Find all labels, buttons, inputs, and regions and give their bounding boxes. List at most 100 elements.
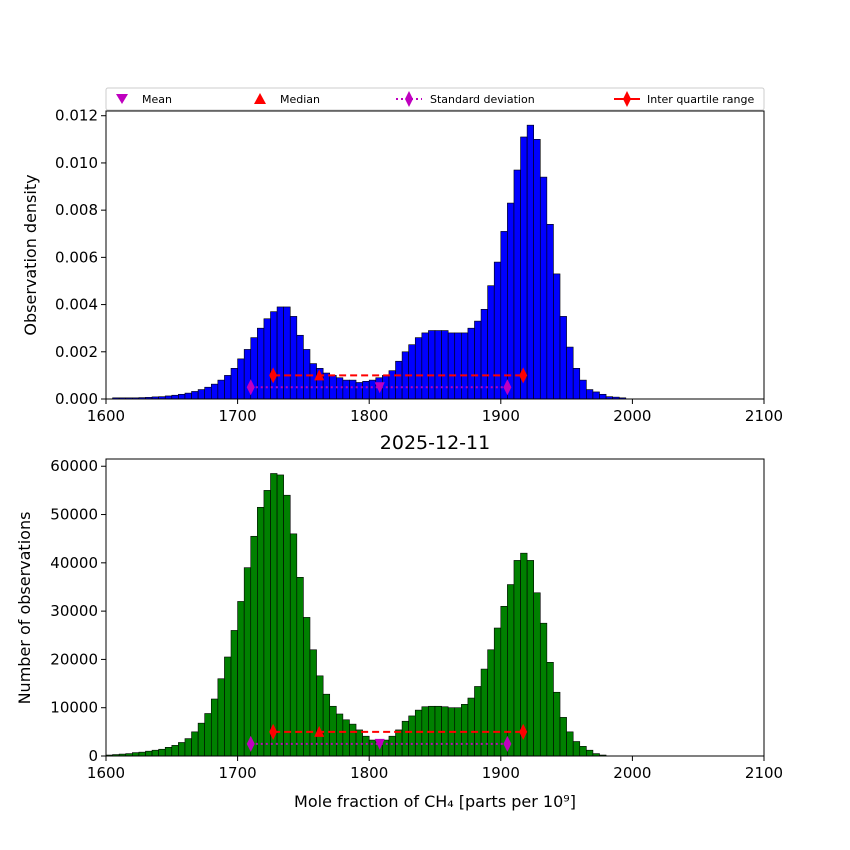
- bottom-y-tick-label: 10000: [50, 699, 98, 717]
- bottom-histogram-bar: [276, 474, 284, 757]
- bottom-histogram-bar: [342, 719, 350, 757]
- bottom-histogram-bar: [178, 742, 186, 757]
- top-histogram-bar: [303, 349, 311, 400]
- top-histogram-bar: [487, 285, 495, 400]
- bottom-histogram-bar: [388, 735, 396, 757]
- top-histogram-bar: [434, 330, 442, 400]
- top-x-tick-label: 2100: [745, 407, 783, 425]
- bottom-histogram-bar: [250, 535, 258, 757]
- legend-median-marker: [254, 93, 266, 104]
- bottom-histogram-bar: [132, 752, 140, 757]
- legend-mean-marker: [116, 94, 128, 104]
- top-histogram-bar: [533, 139, 541, 400]
- top-histogram-bar: [553, 273, 561, 400]
- bottom-y-tick-label: 60000: [50, 457, 98, 475]
- top-y-axis-title: Observation density: [21, 174, 40, 335]
- bottom-histogram-bar: [526, 560, 534, 757]
- bottom-mean-marker: [374, 738, 385, 750]
- top-histogram-bar: [441, 330, 449, 400]
- top-histogram-bar: [184, 392, 192, 400]
- legend-entry-iqr: Inter quartile range: [614, 91, 754, 107]
- top-histogram-bar: [572, 368, 581, 400]
- bottom-std-endpoint-marker: [503, 735, 512, 752]
- top-histogram-bar: [539, 176, 548, 400]
- bottom-iqr-endpoint-marker: [519, 723, 528, 740]
- top-histogram-bar: [224, 375, 232, 400]
- top-histogram-bar: [480, 308, 488, 400]
- top-histogram-bar: [507, 202, 515, 400]
- bottom-histogram-bar: [263, 490, 271, 757]
- top-histogram-bar: [421, 332, 429, 400]
- bottom-histogram-bar: [368, 739, 377, 757]
- top-y-axis: 0.000 0.002 0.004 0.006 0.008 0.010 0.012: [55, 107, 106, 408]
- bottom-histogram-bars: [105, 473, 607, 757]
- bottom-histogram-bar: [191, 731, 199, 757]
- bottom-x-tick-label: 2100: [745, 764, 783, 782]
- top-histogram-bar: [296, 334, 304, 400]
- bottom-histogram-bar: [257, 506, 265, 757]
- bottom-histogram-bar: [533, 592, 541, 757]
- top-std-endpoint-marker: [246, 379, 255, 396]
- bottom-histogram-bar: [283, 494, 291, 757]
- top-histogram-bar: [368, 379, 377, 400]
- top-histogram-panel: 1600 1700 1800 1900 2000 2100 0.000 0.002 0.004…: [21, 107, 783, 425]
- bottom-histogram-bar: [303, 617, 311, 757]
- bottom-histogram-bar: [349, 723, 357, 757]
- top-histogram-bar: [210, 383, 219, 400]
- bottom-histogram-bar: [217, 678, 225, 757]
- top-histogram-bars: [112, 124, 627, 400]
- top-histogram-bar: [309, 363, 317, 400]
- top-histogram-bar: [520, 136, 528, 400]
- legend-frame: [105, 87, 765, 111]
- bottom-median-marker: [314, 725, 325, 737]
- top-histogram-bar: [349, 379, 357, 400]
- bottom-histogram-bar: [197, 722, 205, 757]
- top-x-tick-label: 1900: [482, 407, 520, 425]
- legend-entry-mean: Mean: [116, 93, 172, 106]
- top-histogram-bar: [513, 169, 521, 400]
- bottom-plot-frame: [105, 458, 765, 757]
- bottom-histogram-bar: [243, 567, 252, 757]
- bottom-histogram-bar: [414, 709, 423, 757]
- top-histogram-bar: [335, 377, 344, 400]
- bottom-histogram-bar: [559, 717, 567, 757]
- bottom-histogram-bar: [309, 649, 317, 757]
- top-histogram-bar: [559, 316, 567, 400]
- bottom-histogram-bar: [296, 577, 304, 757]
- top-histogram-bar: [257, 327, 265, 400]
- bottom-histogram-bar: [138, 751, 146, 757]
- bottom-histogram-bar: [539, 622, 548, 757]
- bottom-histogram-bar: [553, 691, 561, 757]
- top-histogram-bar: [197, 389, 205, 400]
- top-y-tick-label: 0.012: [55, 107, 98, 125]
- bottom-std-endpoint-marker: [246, 735, 255, 752]
- top-histogram-bar: [342, 379, 350, 400]
- top-histogram-bar: [270, 311, 278, 400]
- top-histogram-bar: [428, 330, 436, 400]
- top-x-tick-label: 1600: [87, 407, 125, 425]
- bottom-histogram-bar: [145, 750, 153, 757]
- bottom-y-tick-label: 50000: [50, 506, 98, 524]
- legend: Mean Median Standard deviation Inter qua…: [105, 87, 765, 111]
- bottom-x-axis-title: Mole fraction of CH₄ [parts per 10⁹]: [294, 792, 576, 811]
- top-histogram-bar: [467, 327, 475, 400]
- top-histogram-bar: [283, 306, 291, 400]
- top-histogram-bar: [322, 372, 331, 400]
- top-y-tick-label: 0.000: [55, 390, 98, 408]
- legend-entry-median: Median: [254, 93, 320, 106]
- bottom-y-tick-label: 0: [88, 747, 98, 765]
- bottom-y-tick-label: 30000: [50, 602, 98, 620]
- top-iqr-endpoint-marker: [269, 367, 278, 384]
- top-iqr-endpoint-marker: [519, 367, 528, 384]
- top-histogram-bar: [474, 320, 482, 400]
- top-histogram-bar: [461, 332, 469, 400]
- bottom-histogram-bar: [204, 713, 212, 757]
- top-histogram-bar: [592, 391, 600, 400]
- top-x-tick-label: 1700: [219, 407, 257, 425]
- bottom-histogram-bar: [586, 749, 594, 757]
- bottom-y-axis-title: Number of observations: [15, 512, 34, 705]
- bottom-histogram-panel: 2025-12-11 1600 1700 1800 1900 2000 2100 0 100…: [15, 432, 783, 811]
- top-histogram-bar: [579, 379, 587, 400]
- bottom-y-tick-label: 40000: [50, 554, 98, 572]
- top-histogram-bar: [382, 375, 390, 400]
